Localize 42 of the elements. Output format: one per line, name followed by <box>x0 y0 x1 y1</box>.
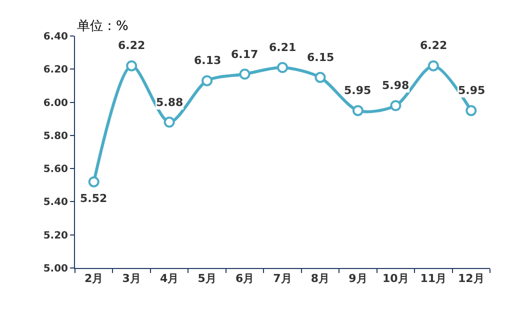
x-tick-label: 6月 <box>235 272 254 286</box>
point <box>126 60 138 72</box>
x-tick-label: 8月 <box>310 272 330 286</box>
point <box>352 105 364 116</box>
y-tick-label: 5.40 <box>43 197 68 208</box>
x-tick-label: 3月 <box>122 272 141 286</box>
point <box>428 60 439 72</box>
y-tick-label: 5.60 <box>43 164 68 176</box>
x-tick-label: 4月 <box>160 272 179 286</box>
point <box>390 100 402 112</box>
y-tick-label: 6.40 <box>43 32 68 42</box>
point <box>314 72 326 83</box>
data-label: 6.22 <box>118 39 146 52</box>
y-tick-label: 5.00 <box>43 264 68 274</box>
y-tick-label: 6.20 <box>43 64 68 76</box>
data-label: 5.88 <box>156 96 184 109</box>
data-label: 6.13 <box>194 54 222 67</box>
data-label: 5.98 <box>382 79 410 92</box>
x-tick-label: 9月 <box>348 272 368 286</box>
x-tick-label: 10月 <box>382 272 409 286</box>
data-label: 6.17 <box>231 48 258 61</box>
x-tick-label: 2月 <box>84 272 104 286</box>
data-label: 5.95 <box>344 84 372 97</box>
point <box>88 176 100 188</box>
data-label: 6.21 <box>269 41 296 54</box>
data-label: 6.15 <box>307 51 334 64</box>
y-tick-label: 6.00 <box>43 98 68 109</box>
x-tick-label: 7月 <box>273 272 292 286</box>
data-label: 6.22 <box>420 39 448 52</box>
data-label: 5.52 <box>80 192 108 205</box>
y-tick-label: 5.80 <box>43 130 68 142</box>
data-label: 5.95 <box>458 84 486 97</box>
point <box>164 116 175 128</box>
text: 单位：% <box>77 19 128 34</box>
point <box>202 75 213 86</box>
x-tick-label: 11月 <box>420 272 447 286</box>
point <box>466 105 477 116</box>
x-tick-label: 5月 <box>198 272 216 286</box>
point <box>277 62 288 73</box>
x-tick-label: 12月 <box>458 272 484 286</box>
y-tick-label: 5.20 <box>43 230 68 242</box>
point <box>239 68 250 80</box>
